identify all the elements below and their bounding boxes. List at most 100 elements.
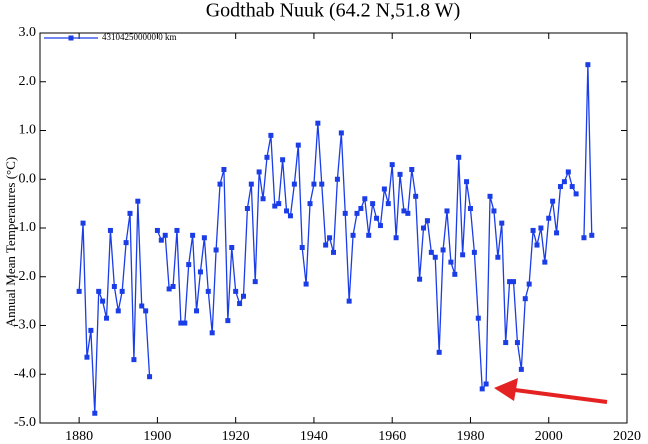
point	[107, 227, 113, 233]
point	[424, 218, 430, 224]
point	[342, 210, 348, 216]
x-tick-label: 1980	[456, 429, 484, 444]
point	[147, 374, 153, 380]
y-tick-label: 3.0	[19, 25, 37, 40]
point	[475, 315, 481, 321]
legend-marker	[68, 35, 74, 41]
point	[585, 62, 591, 68]
point	[111, 284, 117, 289]
point	[538, 225, 544, 231]
point	[331, 249, 336, 255]
point	[542, 259, 548, 265]
point	[229, 245, 235, 250]
point	[397, 171, 403, 177]
point	[440, 247, 446, 253]
point	[170, 284, 176, 289]
point	[323, 242, 329, 248]
point	[346, 298, 352, 304]
y-tick-label: -5.0	[14, 415, 36, 430]
point	[272, 203, 278, 209]
x-tick-label: 1900	[143, 429, 171, 444]
point	[338, 130, 344, 136]
point	[319, 181, 325, 187]
point	[131, 357, 137, 363]
x-tick-label: 1940	[300, 429, 328, 444]
point	[491, 208, 497, 214]
point	[393, 235, 399, 241]
point	[327, 235, 333, 241]
point	[186, 262, 192, 268]
point	[115, 308, 121, 314]
point	[546, 215, 552, 221]
point	[385, 201, 391, 207]
point	[237, 301, 243, 307]
point	[158, 237, 164, 243]
point	[573, 191, 579, 197]
point	[507, 279, 513, 285]
point	[483, 381, 489, 387]
point	[205, 288, 211, 294]
point	[209, 330, 215, 336]
point	[409, 167, 415, 172]
point	[554, 230, 560, 236]
y-tick-label: 0.0	[19, 171, 37, 186]
point	[448, 259, 454, 265]
point	[287, 213, 293, 219]
point	[92, 410, 98, 416]
point	[366, 232, 372, 238]
point	[96, 288, 102, 294]
y-axis-label: Annual Mean Temperatures (°C)	[3, 157, 18, 327]
point	[432, 254, 438, 260]
point	[104, 315, 110, 321]
point	[518, 366, 524, 372]
point	[307, 201, 313, 207]
point	[503, 340, 509, 346]
point	[244, 206, 250, 211]
point	[252, 279, 258, 285]
point	[303, 281, 309, 287]
point	[334, 176, 340, 182]
point	[565, 169, 571, 175]
point	[557, 184, 563, 190]
y-tick-label: -3.0	[14, 318, 36, 333]
point	[291, 181, 297, 187]
point	[550, 198, 556, 204]
point	[511, 279, 517, 285]
point	[370, 201, 376, 207]
x-tick-label: 1880	[65, 429, 93, 444]
point	[299, 245, 305, 250]
point	[389, 162, 395, 168]
point	[487, 193, 493, 199]
point	[381, 186, 387, 192]
point	[284, 208, 290, 214]
point	[401, 208, 407, 214]
point	[522, 296, 528, 302]
point	[280, 157, 286, 163]
y-tick-label: 2.0	[19, 74, 37, 89]
x-tick-label: 1920	[222, 429, 250, 444]
point	[350, 232, 356, 238]
point	[499, 220, 505, 226]
x-tick-label: 2020	[613, 429, 641, 444]
point	[84, 354, 90, 360]
point	[154, 227, 160, 233]
point	[233, 288, 239, 294]
point	[182, 320, 188, 326]
point	[88, 327, 94, 333]
point	[417, 276, 423, 282]
series-line	[78, 64, 593, 414]
point	[534, 242, 540, 248]
point	[100, 298, 106, 304]
point	[174, 227, 180, 233]
point	[139, 303, 145, 309]
legend-box	[41, 34, 191, 44]
point	[135, 198, 141, 204]
y-tick-label: -4.0	[14, 366, 36, 381]
point	[295, 142, 301, 148]
point	[358, 206, 364, 211]
point	[178, 320, 184, 326]
point	[268, 132, 274, 138]
point	[421, 225, 427, 231]
point	[374, 215, 380, 221]
